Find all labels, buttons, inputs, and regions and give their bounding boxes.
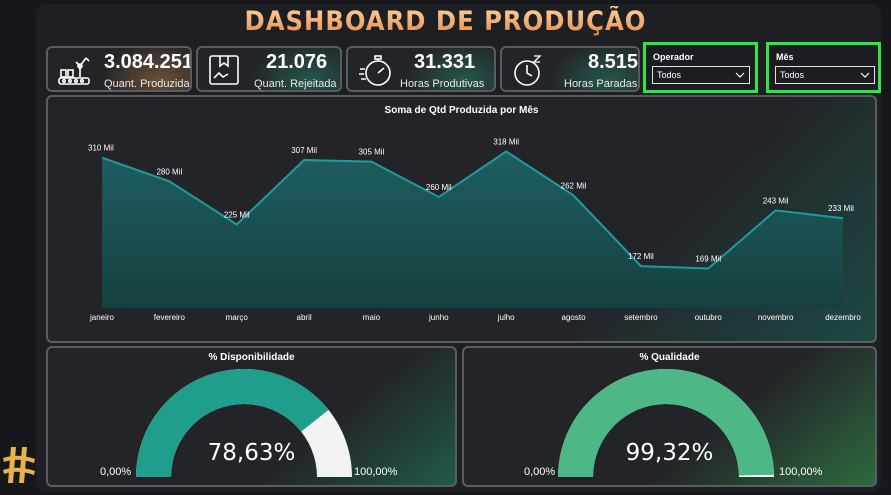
clock-zzz-icon <box>514 55 542 86</box>
x-tick-label: abril <box>297 313 312 322</box>
brand-logo-icon <box>3 447 35 483</box>
gauge-max-label: 100,00% <box>354 466 398 478</box>
data-label: 262 Mil <box>561 181 587 190</box>
x-tick-label: novembro <box>758 313 794 322</box>
gauge-card-qualidade[interactable]: % Qualidade 99,32% 0,00% 100,00% <box>462 346 877 487</box>
page-title: DASHBOARD DE PRODUÇÃO <box>0 6 891 37</box>
gauge-min-label: 0,00% <box>524 466 556 478</box>
stopwatch-icon <box>359 55 391 86</box>
x-tick-label: maio <box>363 313 381 322</box>
kpi-card-produzida[interactable]: 3.084.251 Quant. Produzida <box>46 46 192 92</box>
x-tick-label: agosto <box>562 313 587 322</box>
chevron-down-icon <box>735 72 745 78</box>
data-label: 260 Mil <box>426 183 452 192</box>
kpi-label: Horas Produtivas <box>400 78 485 90</box>
gauge-min-label: 0,00% <box>100 466 132 478</box>
x-tick-label: setembro <box>624 313 658 322</box>
x-tick-label: outubro <box>695 313 723 322</box>
gauge-fill <box>558 369 774 477</box>
gauge-fill <box>136 369 329 477</box>
gauge-max-label: 100,00% <box>779 466 823 478</box>
gauge-title: % Qualidade <box>639 352 700 363</box>
gauge-value: 78,63% <box>207 440 296 466</box>
gauge-disponibilidade <box>136 369 352 477</box>
kpi-card-rejeitada[interactable]: 21.076 Quant. Rejeitada <box>196 46 342 92</box>
data-label: 243 Mil <box>763 196 789 205</box>
data-label: 310 Mil <box>88 144 114 153</box>
mes-select-value: Todos <box>780 70 805 80</box>
kpi-value: 3.084.251 <box>104 51 192 73</box>
data-label: 307 Mil <box>291 146 317 155</box>
gauge-title: % Disponibilidade <box>208 352 295 363</box>
data-label: 233 Mil <box>828 204 854 213</box>
mes-select[interactable]: Todos <box>775 66 875 84</box>
chevron-down-icon <box>860 72 870 78</box>
data-label: 280 Mil <box>156 167 182 176</box>
area-chart-card[interactable]: Soma de Qtd Produzida por Mês 310 Mil jan… <box>46 95 877 343</box>
chart-title: Soma de Qtd Produzida por Mês <box>384 105 539 116</box>
data-label: 305 Mil <box>359 148 385 157</box>
mes-filter-label: Mês <box>776 52 794 62</box>
area-chart: 310 Mil janeiro 280 Mil fevereiro 225 Mil mar… <box>88 137 861 322</box>
gauge-value: 99,32% <box>625 440 714 466</box>
data-label: 318 Mil <box>493 137 519 146</box>
x-tick-label: fevereiro <box>154 313 186 322</box>
data-label: 169 Mil <box>695 255 721 264</box>
data-label: 172 Mil <box>628 252 654 261</box>
box-icon <box>209 55 239 85</box>
x-tick-label: janeiro <box>89 313 115 322</box>
mes-filter[interactable]: Mês Todos <box>766 42 881 93</box>
kpi-label: Quant. Produzida <box>104 78 190 90</box>
kpi-value: 21.076 <box>266 51 328 73</box>
robot-arm-icon <box>58 57 90 85</box>
operador-filter-label: Operador <box>653 52 694 62</box>
x-tick-label: março <box>226 313 249 322</box>
data-label: 225 Mil <box>224 211 250 220</box>
operador-select-value: Todos <box>657 70 682 80</box>
kpi-value: 31.331 <box>414 51 476 73</box>
kpi-label: Horas Paradas <box>564 78 638 90</box>
operador-filter[interactable]: Operador Todos <box>643 42 758 93</box>
x-tick-label: junho <box>428 313 449 322</box>
kpi-card-horas-produtivas[interactable]: 31.331 Horas Produtivas <box>346 46 496 92</box>
kpi-card-horas-paradas[interactable]: 8.515 Horas Paradas <box>500 46 640 92</box>
kpi-label: Quant. Rejeitada <box>254 78 337 90</box>
operador-select[interactable]: Todos <box>652 66 750 84</box>
x-tick-label: julho <box>497 313 515 322</box>
gauge-card-disponibilidade[interactable]: % Disponibilidade 78,63% 0,00% 100,00% <box>46 346 457 487</box>
area-fill <box>102 151 843 308</box>
kpi-value: 8.515 <box>588 51 639 73</box>
gauge-qualidade <box>558 369 774 477</box>
area-line <box>101 150 844 270</box>
x-tick-label: dezembro <box>825 313 861 322</box>
